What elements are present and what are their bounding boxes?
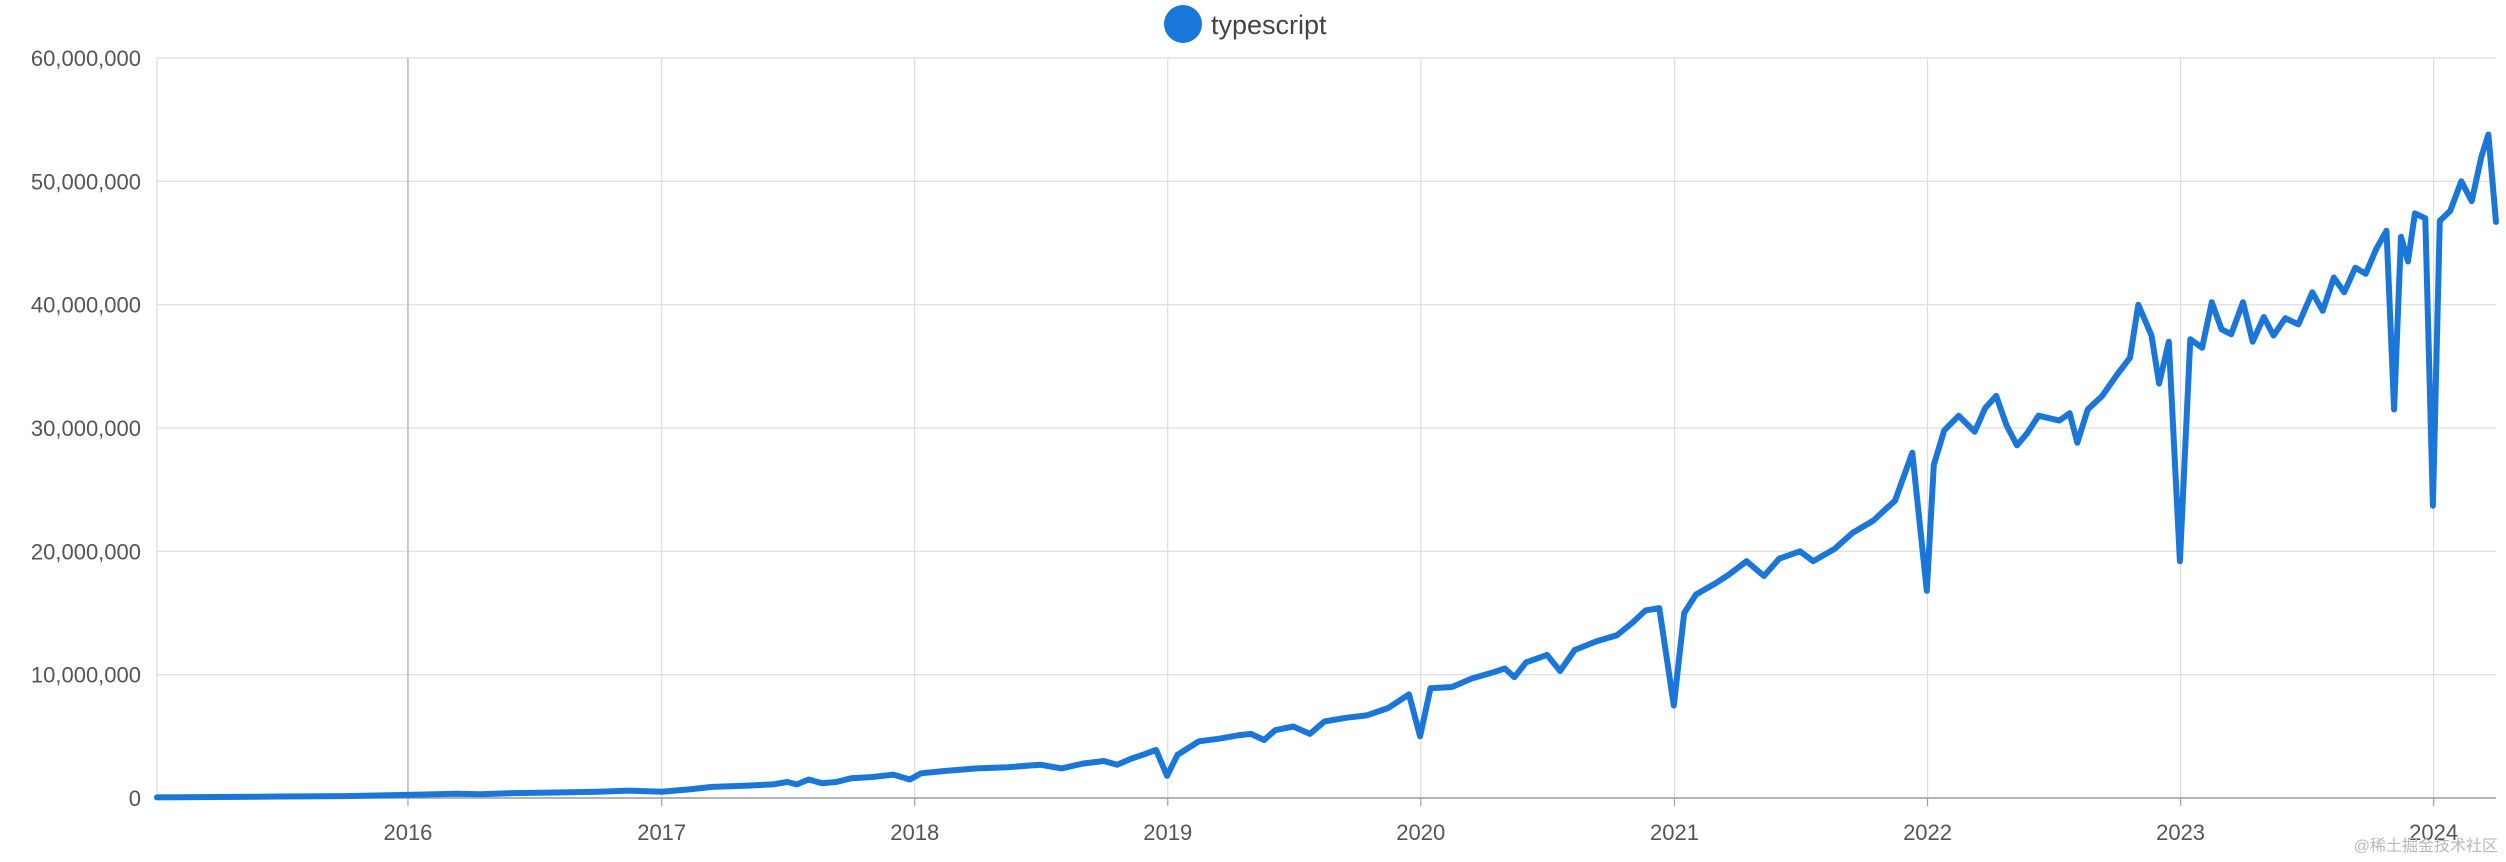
x-tick-label: 2022 — [1903, 820, 1952, 845]
watermark: @稀土掘金技术社区 — [2354, 837, 2498, 855]
x-axis-ticks: 2016 2017 2018 2019 2020 2021 2022 2023 2024 — [383, 798, 2458, 845]
y-tick-label: 40,000,000 — [31, 293, 141, 318]
x-tick-label: 2016 — [383, 820, 432, 845]
x-tick-label: 2018 — [890, 820, 939, 845]
legend-marker — [1164, 5, 1202, 43]
x-tick-label: 2020 — [1396, 820, 1445, 845]
y-tick-label: 0 — [129, 786, 141, 811]
y-tick-label: 20,000,000 — [31, 539, 141, 564]
legend[interactable]: typescript — [1164, 5, 1327, 43]
y-tick-label: 60,000,000 — [31, 46, 141, 71]
x-tick-label: 2023 — [2156, 820, 2205, 845]
x-tick-label: 2017 — [637, 820, 686, 845]
y-tick-label: 30,000,000 — [31, 416, 141, 441]
grid — [157, 57, 2496, 799]
legend-label: typescript — [1211, 10, 1327, 40]
x-tick-label: 2021 — [1650, 820, 1699, 845]
y-tick-label: 50,000,000 — [31, 169, 141, 194]
series-line-typescript — [154, 131, 2499, 801]
x-tick-label: 2019 — [1143, 820, 1192, 845]
x-tick-label: 2024 — [2409, 820, 2458, 845]
y-axis-ticks: 0 10,000,000 20,000,000 30,000,000 40,000,00… — [31, 46, 141, 811]
y-tick-label: 10,000,000 — [31, 663, 141, 688]
axes — [156, 58, 2496, 799]
